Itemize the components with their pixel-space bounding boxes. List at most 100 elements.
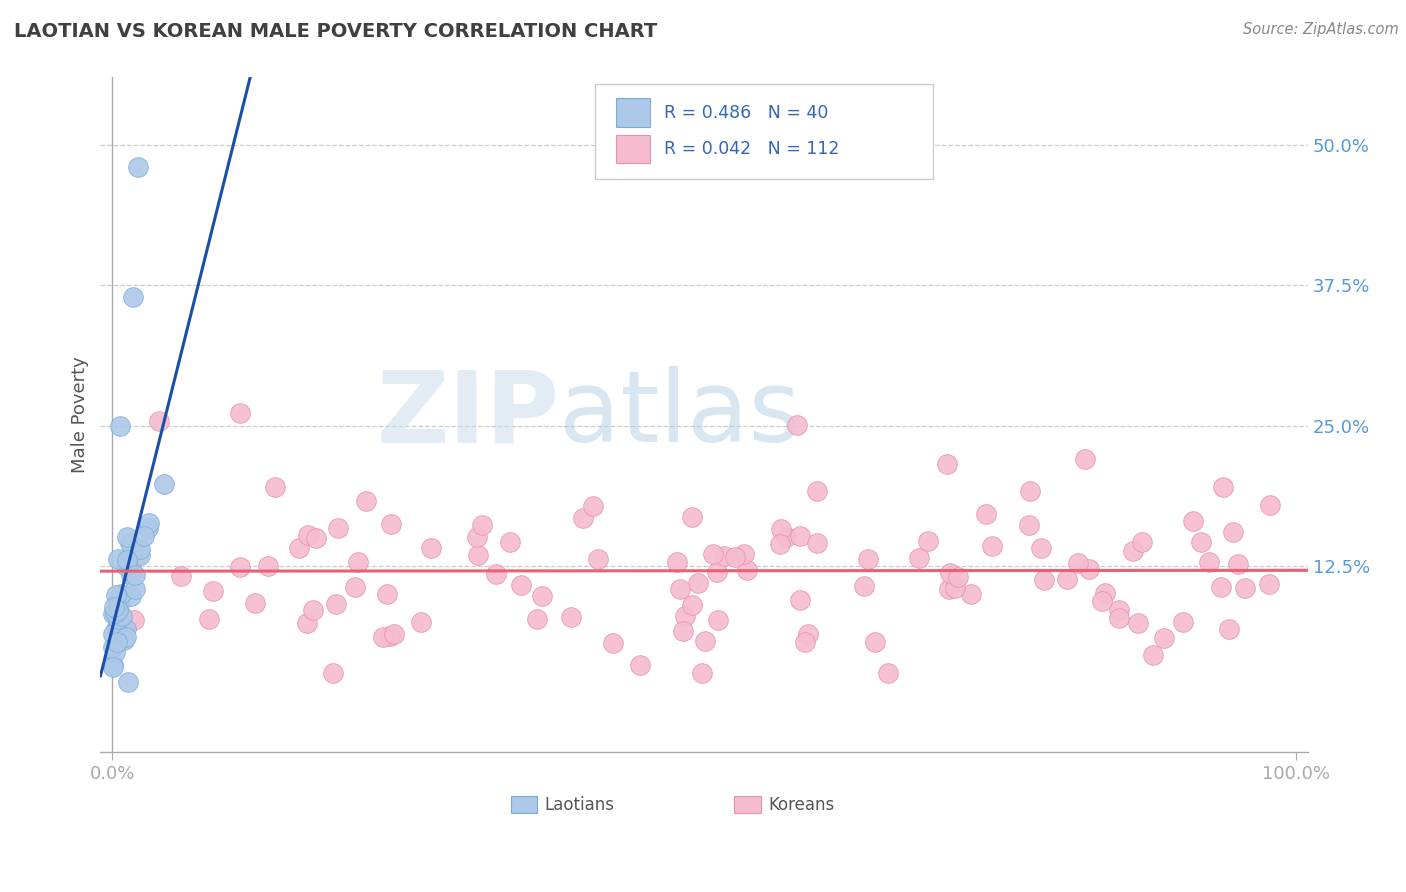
Point — [526, 612, 548, 626]
Point — [420, 541, 443, 556]
Point — [713, 549, 735, 563]
Point — [943, 581, 966, 595]
Point — [602, 636, 624, 650]
Text: Laotians: Laotians — [544, 796, 614, 814]
Point — [105, 635, 128, 649]
Point — [375, 587, 398, 601]
Point — [1153, 631, 1175, 645]
Point — [103, 660, 125, 674]
Point — [245, 596, 267, 610]
Point — [120, 589, 142, 603]
Point — [737, 563, 759, 577]
Point — [935, 458, 957, 472]
Point — [672, 624, 695, 639]
Point — [856, 551, 879, 566]
Point — [128, 541, 150, 556]
Point — [115, 530, 138, 544]
Point — [107, 612, 129, 626]
Point — [121, 553, 143, 567]
Point — [115, 630, 138, 644]
Point — [1019, 483, 1042, 498]
Point — [228, 559, 250, 574]
Point — [775, 530, 797, 544]
Point — [371, 630, 394, 644]
Text: R = 0.486   N = 40: R = 0.486 N = 40 — [664, 103, 828, 121]
Point — [103, 599, 125, 614]
Point — [103, 626, 125, 640]
Point — [107, 594, 129, 608]
Point — [132, 529, 155, 543]
Point — [256, 558, 278, 573]
Point — [510, 578, 533, 592]
Point — [681, 598, 703, 612]
Point — [288, 541, 311, 555]
Point — [789, 528, 811, 542]
Point — [948, 570, 970, 584]
Point — [1257, 576, 1279, 591]
Point — [148, 414, 170, 428]
Point — [326, 521, 349, 535]
Point — [127, 161, 149, 175]
Y-axis label: Male Poverty: Male Poverty — [72, 356, 89, 473]
Point — [1108, 603, 1130, 617]
Point — [786, 417, 808, 432]
Point — [1056, 573, 1078, 587]
Point — [198, 612, 221, 626]
Point — [112, 632, 135, 647]
Point — [465, 530, 488, 544]
Point — [1198, 555, 1220, 569]
Point — [499, 534, 522, 549]
Point — [103, 607, 125, 621]
Point — [110, 419, 132, 434]
Point — [485, 567, 508, 582]
Point — [1122, 544, 1144, 558]
Point — [1226, 558, 1249, 572]
Point — [582, 500, 605, 514]
Point — [628, 657, 651, 672]
Point — [322, 666, 344, 681]
Point — [1094, 586, 1116, 600]
Point — [733, 547, 755, 561]
Point — [863, 635, 886, 649]
Point — [1211, 580, 1233, 594]
Point — [693, 634, 716, 648]
Point — [806, 484, 828, 499]
Point — [295, 616, 318, 631]
Point — [707, 613, 730, 627]
Point — [103, 640, 125, 654]
Point — [681, 509, 703, 524]
Point — [104, 622, 127, 636]
Point — [305, 531, 328, 545]
Point — [467, 548, 489, 562]
Bar — [734, 796, 761, 813]
Point — [382, 626, 405, 640]
Point — [1171, 615, 1194, 630]
Point — [1077, 562, 1099, 576]
Bar — [616, 98, 650, 127]
Point — [122, 613, 145, 627]
Point — [675, 609, 697, 624]
Text: atlas: atlas — [560, 367, 801, 463]
Point — [981, 540, 1004, 554]
Point — [110, 587, 132, 601]
Point — [794, 635, 817, 649]
Point — [1212, 480, 1234, 494]
Point — [380, 629, 402, 643]
Point — [122, 290, 145, 304]
Point — [531, 589, 554, 603]
Point — [229, 405, 252, 419]
Point — [124, 568, 146, 582]
Point — [103, 657, 125, 672]
Point — [1222, 525, 1244, 540]
Point — [974, 507, 997, 521]
Point — [665, 555, 688, 569]
Point — [917, 534, 939, 549]
Text: LAOTIAN VS KOREAN MALE POVERTY CORRELATION CHART: LAOTIAN VS KOREAN MALE POVERTY CORRELATI… — [14, 22, 658, 41]
Text: Koreans: Koreans — [768, 796, 834, 814]
Point — [938, 582, 960, 597]
Point — [346, 555, 368, 569]
Point — [1258, 498, 1281, 512]
Point — [1142, 648, 1164, 663]
Point — [380, 516, 402, 531]
Point — [1126, 616, 1149, 631]
